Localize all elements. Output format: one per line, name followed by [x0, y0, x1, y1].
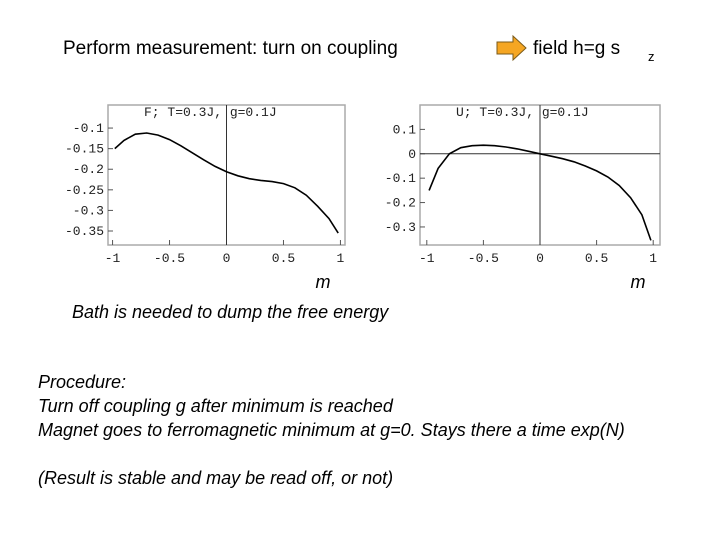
- x-tick-label: 0: [223, 251, 231, 266]
- procedure-line: Procedure:: [38, 372, 126, 392]
- y-tick-label: -0.1: [385, 171, 416, 186]
- curve: [114, 132, 339, 234]
- x-tick-label: 1: [337, 251, 345, 266]
- y-tick-label: -0.2: [385, 196, 416, 211]
- x-axis-label: m: [631, 272, 646, 292]
- y-tick-label: -0.3: [385, 220, 416, 235]
- x-tick-label: 0.5: [272, 251, 295, 266]
- x-tick-label: 0: [536, 251, 544, 266]
- y-tick-label: 0: [408, 147, 416, 162]
- caption: Bath is needed to dump the free energy: [72, 302, 389, 322]
- y-tick-label: -0.35: [65, 224, 104, 239]
- y-tick-label: -0.15: [65, 142, 104, 157]
- plot-title: U; T=0.3J, g=0.1J: [456, 105, 589, 120]
- x-tick-label: -0.5: [154, 251, 185, 266]
- x-tick-label: -1: [105, 251, 121, 266]
- plot-title: F; T=0.3J, g=0.1J: [144, 105, 277, 120]
- x-axis-label: m: [316, 272, 331, 292]
- y-tick-label: -0.25: [65, 183, 104, 198]
- x-tick-label: -1: [419, 251, 435, 266]
- title-subscript: z: [648, 49, 655, 64]
- curve: [428, 144, 652, 241]
- x-tick-label: -0.5: [468, 251, 499, 266]
- x-tick-label: 0.5: [585, 251, 608, 266]
- note: (Result is stable and may be read off, o…: [38, 468, 393, 488]
- procedure-line: Magnet goes to ferromagnetic minimum at …: [38, 420, 625, 440]
- y-tick-label: -0.1: [73, 121, 104, 136]
- procedure-line: Turn off coupling g after minimum is rea…: [38, 396, 394, 416]
- y-tick-label: 0.1: [393, 122, 417, 137]
- title-text: Perform measurement: turn on coupling: [63, 38, 398, 59]
- y-tick-label: -0.3: [73, 203, 104, 218]
- arrow: [496, 34, 527, 62]
- y-tick-label: -0.2: [73, 162, 104, 177]
- x-tick-label: 1: [649, 251, 657, 266]
- title-text: field h=g s: [533, 38, 620, 59]
